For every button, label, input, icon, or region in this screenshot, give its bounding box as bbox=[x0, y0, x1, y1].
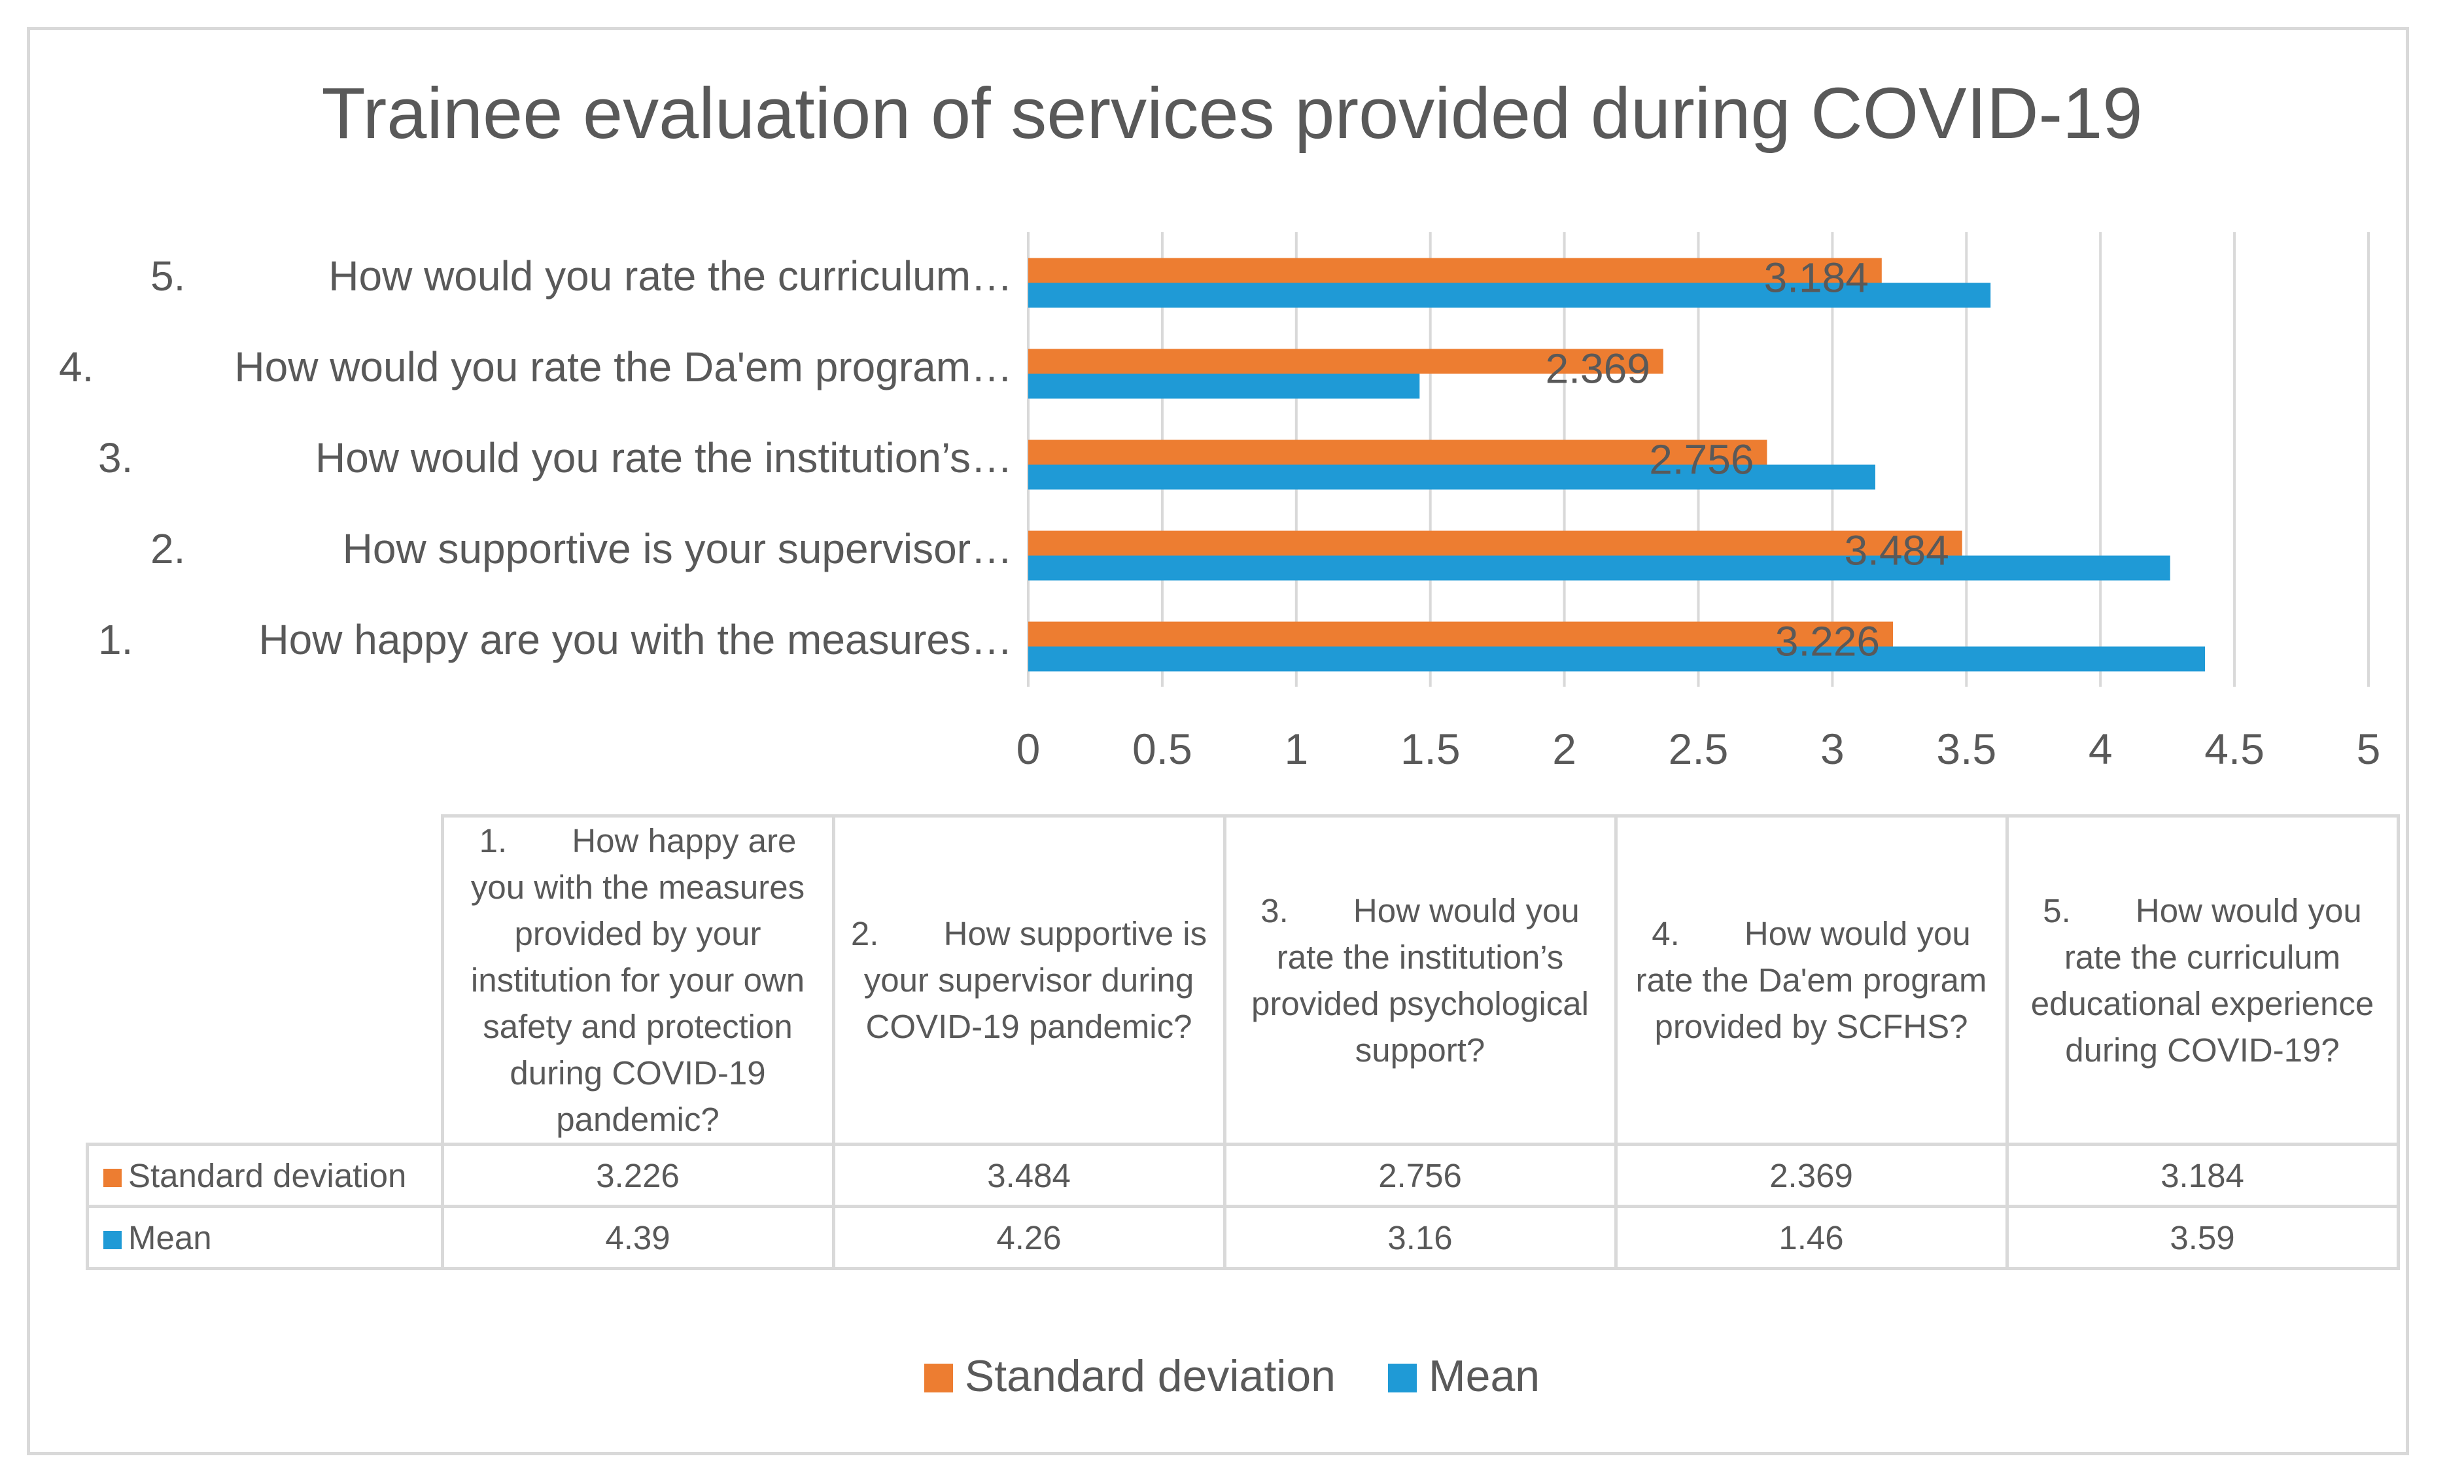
category-number: 1. bbox=[98, 615, 133, 663]
mean-bar bbox=[1028, 373, 1420, 399]
x-tick-label: 3 bbox=[1820, 725, 1845, 773]
x-tick-label: 0.5 bbox=[1132, 725, 1192, 773]
legend-key-icon bbox=[103, 1168, 122, 1187]
table-cell: 2.756 bbox=[1223, 1143, 1618, 1208]
table-column-header: 1. How happy are you with the measures p… bbox=[440, 814, 835, 1146]
table-column-header: 4. How would you rate the Da'em program … bbox=[1614, 814, 2009, 1146]
category-label: 1. How happy are you with the measures… bbox=[98, 615, 1013, 668]
x-tick-label: 2.5 bbox=[1669, 725, 1729, 773]
table-corner bbox=[87, 816, 444, 1146]
table-row-label: Mean bbox=[86, 1205, 444, 1270]
table-cell: 3.484 bbox=[831, 1143, 1226, 1208]
table-cell: 3.16 bbox=[1223, 1205, 1618, 1270]
table-row: Standard deviation 3.226 3.484 2.756 2.369 3.… bbox=[86, 1143, 2400, 1208]
category-number: 4. bbox=[59, 343, 94, 390]
table-column-header: 2. How supportive is your supervisor dur… bbox=[831, 814, 1226, 1146]
category-text: How happy are you with the measures… bbox=[258, 615, 1013, 663]
table-cell: 4.26 bbox=[831, 1205, 1226, 1270]
chart-title: Trainee evaluation of services provided … bbox=[321, 73, 2143, 154]
category-text: How supportive is your supervisor… bbox=[342, 525, 1013, 572]
series-name: Standard deviation bbox=[128, 1156, 407, 1194]
category-number: 5. bbox=[150, 252, 186, 300]
sd-data-label: 2.756 bbox=[1649, 436, 1754, 483]
table-cell: 2.369 bbox=[1614, 1143, 2009, 1208]
category-label: 5. How would you rate the curriculum… bbox=[150, 252, 1013, 304]
legend-key-icon bbox=[103, 1230, 122, 1249]
sd-data-label: 2.369 bbox=[1546, 345, 1650, 392]
sd-bar bbox=[1028, 440, 1767, 465]
mean-bar bbox=[1028, 283, 1991, 308]
x-tick-label: 4.5 bbox=[2204, 725, 2264, 773]
sd-bar bbox=[1028, 258, 1882, 283]
table-cell: 4.39 bbox=[440, 1205, 835, 1270]
mean-bar bbox=[1028, 555, 2170, 581]
legend-item: Mean bbox=[1387, 1351, 1540, 1402]
sd-bar bbox=[1028, 349, 1663, 374]
data-table: 1. How happy are you with the measures p… bbox=[86, 814, 2400, 1270]
x-tick-label: 3.5 bbox=[1936, 725, 1996, 773]
legend-swatch-icon bbox=[1387, 1364, 1417, 1392]
mean-bar bbox=[1028, 464, 1875, 490]
series-name: Mean bbox=[128, 1218, 212, 1256]
table-column-header: 5. How would you rate the curriculum edu… bbox=[2005, 814, 2400, 1146]
category-label: 4. How would you rate the Da'em program… bbox=[59, 343, 1013, 395]
table-cell: 1.46 bbox=[1614, 1205, 2009, 1270]
table-column-header: 3. How would you rate the institution’s … bbox=[1223, 814, 1618, 1146]
legend-label: Standard deviation bbox=[964, 1351, 1336, 1401]
table-cell: 3.59 bbox=[2005, 1205, 2400, 1270]
category-label: 2. How supportive is your supervisor… bbox=[150, 525, 1013, 577]
x-tick-label: 0 bbox=[1016, 725, 1041, 773]
bar-chart-plot: 0 0.5 1 1.5 2 2.5 3 3.5 4 4.5 5 3.226 3.484 2.756 2.36… bbox=[1016, 232, 2381, 773]
x-tick-label: 1.5 bbox=[1400, 725, 1461, 773]
sd-bar bbox=[1028, 621, 1894, 647]
category-label: 3. How would you rate the institution’s… bbox=[98, 434, 1013, 486]
x-tick-label: 4 bbox=[2089, 725, 2113, 773]
sd-data-label: 3.484 bbox=[1845, 527, 1949, 574]
x-tick-label: 2 bbox=[1552, 725, 1576, 773]
table-cell: 3.226 bbox=[440, 1143, 835, 1208]
legend: Standard deviation Mean bbox=[0, 1351, 2464, 1402]
x-tick-label: 5 bbox=[2357, 725, 2381, 773]
sd-bar bbox=[1028, 530, 1962, 556]
chart-frame bbox=[27, 27, 2409, 1455]
category-text: How would you rate the Da'em program… bbox=[234, 343, 1013, 390]
category-number: 3. bbox=[98, 434, 133, 481]
legend-item: Standard deviation bbox=[924, 1351, 1336, 1402]
sd-data-label: 3.226 bbox=[1775, 618, 1880, 665]
mean-bar bbox=[1028, 646, 2206, 672]
table-row-label: Standard deviation bbox=[86, 1143, 444, 1208]
category-text: How would you rate the institution’s… bbox=[315, 434, 1013, 481]
sd-data-label: 3.184 bbox=[1764, 254, 1869, 302]
table-row: Mean 4.39 4.26 3.16 1.46 3.59 bbox=[86, 1205, 2400, 1270]
legend-swatch-icon bbox=[924, 1364, 953, 1392]
category-text: How would you rate the curriculum… bbox=[328, 252, 1013, 300]
category-number: 2. bbox=[150, 525, 186, 572]
table-cell: 3.184 bbox=[2005, 1143, 2400, 1208]
x-tick-label: 1 bbox=[1284, 725, 1308, 773]
legend-label: Mean bbox=[1428, 1351, 1540, 1401]
